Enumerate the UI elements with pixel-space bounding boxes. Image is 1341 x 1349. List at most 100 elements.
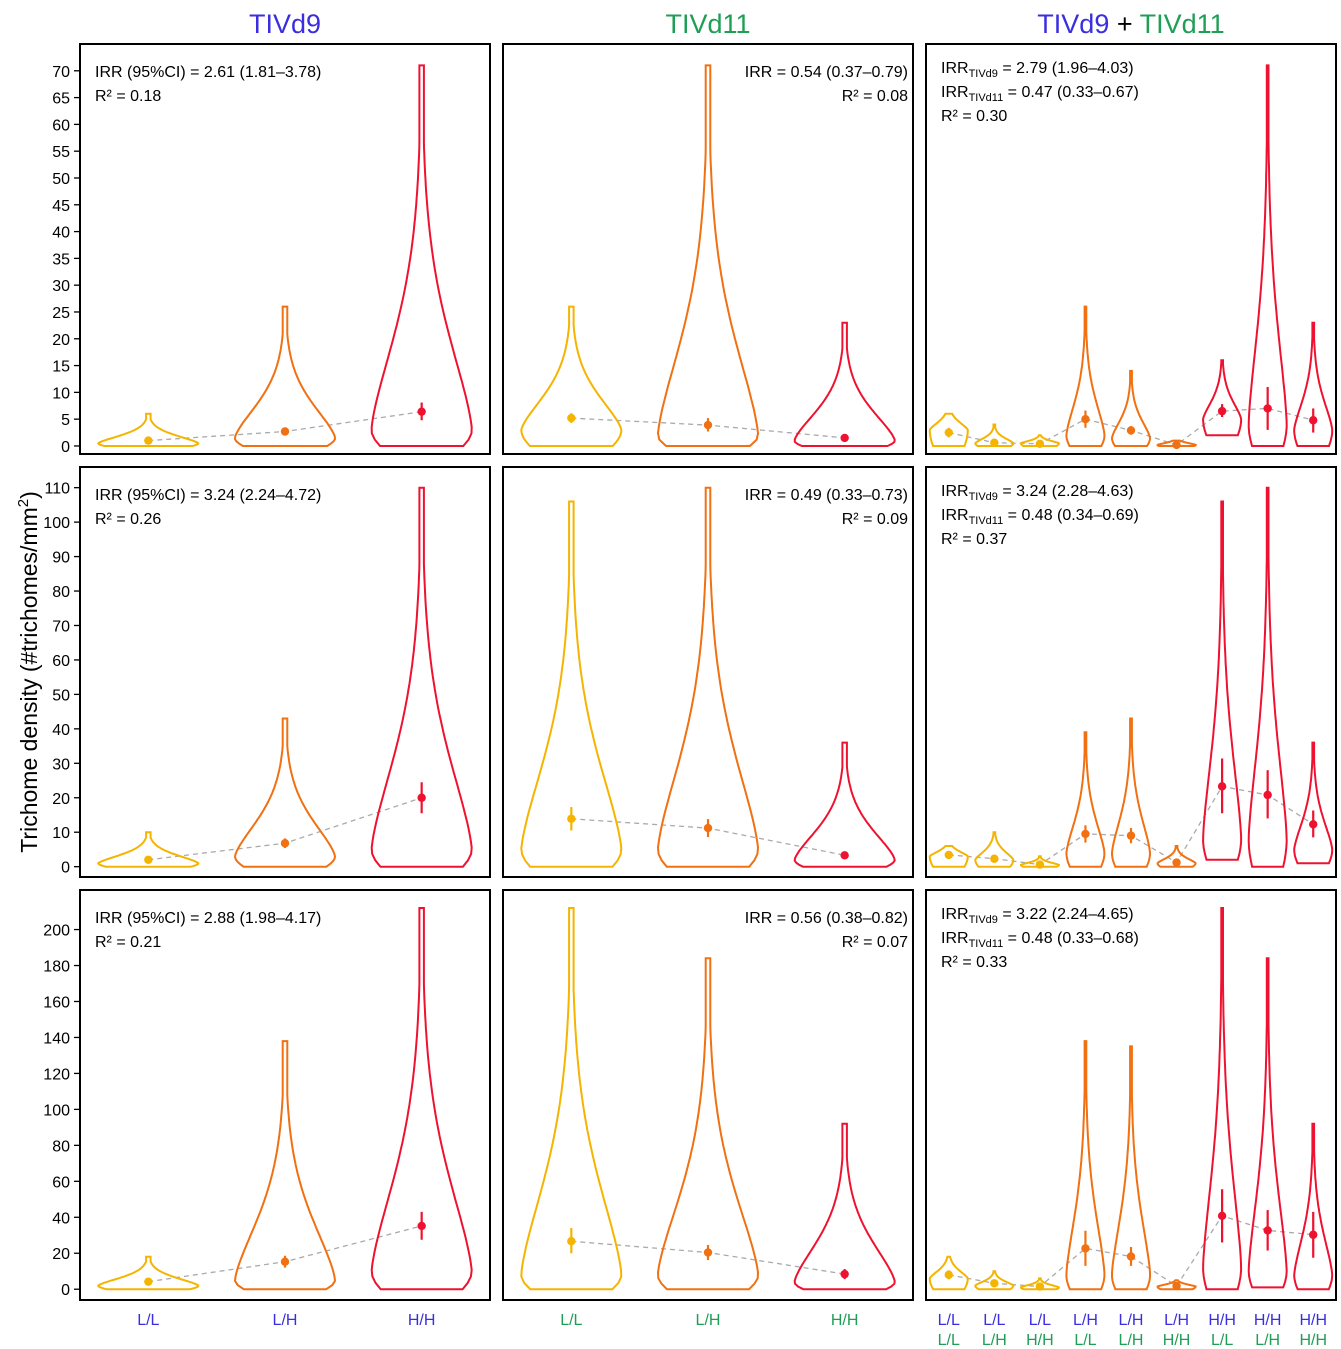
mean-point — [1035, 1282, 1045, 1291]
y-tick-label: 0 — [61, 1282, 70, 1299]
violin — [656, 957, 760, 1291]
violin — [1065, 731, 1106, 868]
trend-line — [148, 1225, 422, 1283]
violin — [1293, 321, 1334, 447]
mean-point — [840, 433, 849, 443]
mean-point — [1263, 404, 1272, 413]
mean-point — [1309, 1230, 1318, 1239]
annotation-prefix: IRR — [941, 906, 969, 923]
violin — [1293, 741, 1334, 865]
y-tick-label: 40 — [52, 722, 70, 739]
mean-point — [144, 436, 153, 445]
mean-point — [1126, 831, 1136, 840]
annotation: R² = 0.37 — [941, 531, 1007, 548]
annotation-value: = 3.24 (2.28–4.63) — [998, 483, 1134, 500]
mean-point — [1309, 820, 1318, 829]
y-tick-label: 20 — [52, 1246, 70, 1263]
y-tick-label: 100 — [43, 1102, 70, 1119]
y-tick-label: 65 — [52, 91, 70, 108]
violin — [1156, 1279, 1198, 1291]
violin — [974, 423, 1015, 447]
violin — [928, 412, 969, 447]
mean-point — [144, 855, 153, 864]
column-title-part: TIVd9 — [249, 9, 321, 39]
y-axis-title-sup: 2 — [15, 499, 32, 507]
annotation: IRR = 0.54 (0.37–0.79) — [745, 64, 908, 81]
y-tick-label: 40 — [52, 1210, 70, 1227]
annotation-prefix: IRR — [941, 60, 969, 77]
violin — [656, 486, 760, 868]
y-tick-label: 55 — [52, 144, 70, 161]
y-tick-label: 110 — [44, 481, 70, 498]
mean-point — [280, 1257, 290, 1266]
panel-frame — [79, 43, 491, 455]
y-tick-label: 80 — [52, 1138, 70, 1155]
annotation: R² = 0.07 — [842, 934, 908, 951]
mean-point — [840, 851, 849, 860]
mean-point — [1263, 790, 1272, 800]
mean-point — [990, 438, 999, 447]
annotation: IRRTIVd9 = 2.79 (1.96–4.03) — [941, 60, 1134, 80]
mean-point — [944, 1270, 953, 1280]
panel: IRR = 0.56 (0.38–0.82) R² = 0.07 — [502, 889, 914, 1301]
mean-point — [280, 839, 290, 848]
violin — [928, 1255, 969, 1291]
x-tick-label-top: L/L — [1029, 1312, 1051, 1329]
annotation: IRRTIVd11 = 0.48 (0.33–0.68) — [941, 930, 1139, 950]
panel: IRRTIVd9 = 3.24 (2.28–4.63)IRRTIVd11 = 0… — [925, 466, 1337, 878]
violin — [1065, 305, 1106, 447]
x-tick-label-bottom: H/H — [1163, 1332, 1191, 1349]
mean-point — [417, 1221, 426, 1231]
annotation: IRRTIVd11 = 0.47 (0.33–0.67) — [941, 84, 1139, 104]
violin — [1019, 855, 1060, 868]
violin — [1247, 64, 1288, 447]
mean-point — [1081, 1244, 1090, 1253]
x-tick-label-bottom: H/H — [1299, 1332, 1327, 1349]
y-tick-label: 60 — [52, 117, 70, 134]
violin — [233, 1040, 337, 1291]
violin — [1110, 717, 1152, 868]
annotation: IRR (95%CI) = 2.88 (1.98–4.17) — [95, 910, 321, 927]
x-tick-label-bottom: H/H — [1026, 1332, 1054, 1349]
x-tick-label-bottom: L/L — [1074, 1332, 1096, 1349]
panel-frame — [502, 43, 914, 455]
y-tick-label: 60 — [52, 653, 70, 670]
violin — [928, 845, 969, 868]
mean-point — [990, 1279, 999, 1288]
column-title-part: TIVd9 — [1037, 9, 1109, 39]
column-titles: TIVd9 TIVd11 TIVd9 + TIVd11 — [249, 9, 1225, 39]
annotation: IRR = 0.56 (0.38–0.82) — [745, 910, 908, 927]
y-tick-label: 45 — [52, 198, 70, 215]
violin — [793, 1122, 896, 1291]
annotation-value: = 2.79 (1.96–4.03) — [998, 60, 1134, 77]
y-tick-label: 20 — [52, 332, 70, 349]
violin — [233, 305, 337, 447]
mean-point — [1172, 440, 1181, 450]
annotation-prefix: IRR — [941, 930, 969, 947]
mean-point — [1217, 782, 1227, 791]
annotation: IRRTIVd9 = 3.24 (2.28–4.63) — [941, 483, 1134, 503]
mean-point — [1172, 858, 1181, 867]
violin — [1202, 359, 1243, 437]
x-tick-label-bottom: L/L — [1211, 1332, 1233, 1349]
y-axis-label: Trichome density (#trichomes/mm2) — [15, 491, 42, 853]
y-tick-label: 90 — [52, 550, 70, 567]
column-title-part: TIVd11 — [1140, 9, 1225, 39]
annotation-prefix: IRR — [941, 483, 969, 500]
column-title-part: TIVd11 — [665, 9, 750, 39]
mean-point — [840, 1269, 849, 1279]
annotation: IRR = 0.49 (0.33–0.73) — [745, 487, 908, 504]
annotation: IRR (95%CI) = 2.61 (1.81–3.78) — [95, 64, 321, 81]
y-tick-label: 60 — [52, 1174, 70, 1191]
panel: 0 20 40 60 80 100 120 140 160 180 200 IRR (95%CI) =… — [43, 889, 491, 1301]
violin — [1156, 845, 1197, 868]
y-tick-label: 70 — [52, 618, 70, 635]
x-tick-label: H/H — [831, 1312, 859, 1329]
mean-point — [567, 814, 576, 823]
y-tick-label: 140 — [43, 1030, 70, 1047]
annotation-subscript: TIVd9 — [969, 68, 998, 80]
trend-line — [148, 411, 422, 442]
mean-point — [990, 854, 999, 863]
y-tick-label: 10 — [52, 825, 70, 842]
y-tick-label: 160 — [43, 994, 70, 1011]
